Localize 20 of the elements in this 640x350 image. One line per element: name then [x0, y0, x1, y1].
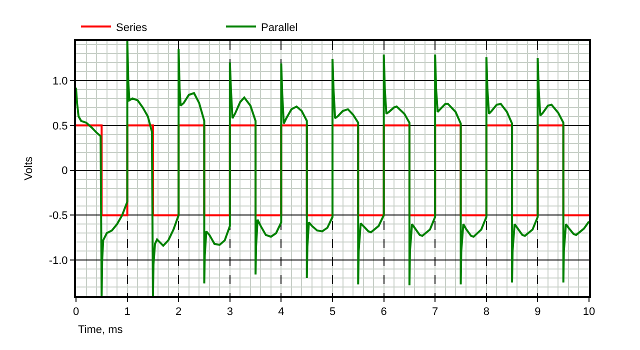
y-tick-label: 1.0: [52, 75, 68, 88]
y-tick-label: 0: [62, 165, 68, 178]
legend-label: Series: [116, 22, 148, 34]
x-tick-label: 0: [72, 306, 80, 318]
x-tick-label: 8: [483, 306, 490, 318]
x-tick-label: 5: [329, 306, 336, 318]
x-tick-label: 10: [582, 306, 596, 318]
y-tick-label: -1.0: [48, 254, 68, 267]
x-tick-label: 4: [278, 306, 284, 318]
y-tick-label: -0.5: [48, 210, 68, 222]
x-axis-title: Time, ms: [78, 324, 124, 336]
x-tick-label: 7: [432, 306, 438, 318]
x-tick-label: 6: [380, 306, 387, 318]
x-tick-label: 1: [124, 306, 130, 318]
y-tick-label: 0.5: [52, 120, 68, 132]
x-tick-label: 3: [226, 306, 233, 318]
y-axis-title: Volts: [22, 156, 35, 180]
x-tick-label: 9: [534, 306, 541, 318]
x-tick-label: 2: [176, 306, 182, 318]
legend-label: Parallel: [261, 22, 298, 34]
